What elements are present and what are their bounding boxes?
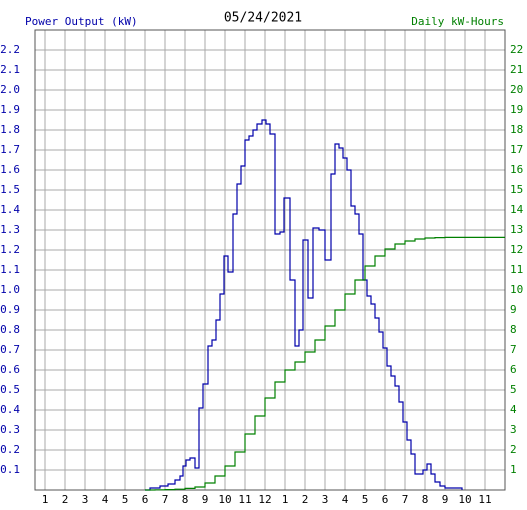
y2-tick-label: 9 <box>510 303 517 316</box>
series-line <box>145 119 463 491</box>
x-tick-label: 7 <box>162 493 169 506</box>
y2-tick-label: 3 <box>510 423 517 436</box>
x-tick-label: 5 <box>122 493 129 506</box>
x-tick-label: 6 <box>142 493 149 506</box>
x-tick-label: 8 <box>422 493 429 506</box>
x-tick-label: 2 <box>302 493 309 506</box>
x-tick-label: 8 <box>182 493 189 506</box>
series-line <box>145 236 505 491</box>
y2-tick-label: 2 <box>510 443 517 456</box>
y2-tick-label: 13 <box>510 223 523 236</box>
y-tick-label: 0.8 <box>0 323 20 336</box>
x-tick-label: 10 <box>218 493 231 506</box>
y2-tick-label: 19 <box>510 103 523 116</box>
y-tick-label: 2.2 <box>0 43 20 56</box>
y-tick-label: 0.3 <box>0 423 20 436</box>
y2-axis-label: Daily kW-Hours <box>411 15 504 28</box>
y-tick-label: 2.1 <box>0 63 20 76</box>
y-axis-label: Power Output (kW) <box>25 15 138 28</box>
x-tick-label: 3 <box>322 493 329 506</box>
y-tick-label: 1.9 <box>0 103 20 116</box>
chart-title: 05/24/2021 <box>224 11 302 26</box>
y2-tick-label: 20 <box>510 83 523 96</box>
x-tick-label: 9 <box>202 493 209 506</box>
x-tick-label: 5 <box>362 493 369 506</box>
y2-tick-label: 15 <box>510 183 523 196</box>
x-tick-label: 11 <box>238 493 251 506</box>
y2-tick-label: 18 <box>510 123 523 136</box>
x-tick-label: 4 <box>102 493 109 506</box>
y-tick-label: 0.4 <box>0 403 20 416</box>
y-tick-label: 1.5 <box>0 183 20 196</box>
y2-tick-label: 22 <box>510 43 523 56</box>
x-tick-label: 10 <box>458 493 471 506</box>
y2-tick-label: 21 <box>510 63 523 76</box>
y2-tick-label: 5 <box>510 383 517 396</box>
y-tick-label: 0.2 <box>0 443 20 456</box>
y-tick-label: 2.0 <box>0 83 20 96</box>
x-tick-label: 6 <box>382 493 389 506</box>
x-tick-label: 11 <box>478 493 491 506</box>
x-tick-label: 1 <box>282 493 289 506</box>
y-tick-label: 1.8 <box>0 123 20 136</box>
x-tick-label: 2 <box>62 493 69 506</box>
y2-tick-label: 11 <box>510 263 523 276</box>
y-tick-label: 0.5 <box>0 383 20 396</box>
x-tick-label: 3 <box>82 493 89 506</box>
y-tick-label: 1.0 <box>0 283 20 296</box>
y-tick-label: 1.1 <box>0 263 20 276</box>
x-tick-label: 12 <box>258 493 271 506</box>
y2-tick-label: 14 <box>510 203 524 216</box>
y2-tick-label: 6 <box>510 363 517 376</box>
plot-area <box>35 30 505 490</box>
x-tick-label: 9 <box>442 493 449 506</box>
y2-tick-label: 4 <box>510 403 517 416</box>
x-tick-label: 4 <box>342 493 349 506</box>
x-tick-label: 1 <box>42 493 49 506</box>
y2-tick-label: 16 <box>510 163 523 176</box>
y2-tick-label: 10 <box>510 283 523 296</box>
y2-tick-label: 8 <box>510 323 517 336</box>
y2-tick-label: 1 <box>510 463 517 476</box>
y2-tick-label: 7 <box>510 343 517 356</box>
x-tick-label: 7 <box>402 493 409 506</box>
y-tick-label: 0.1 <box>0 463 20 476</box>
y-tick-label: 1.3 <box>0 223 20 236</box>
y-tick-label: 1.6 <box>0 163 20 176</box>
y-tick-label: 0.6 <box>0 363 20 376</box>
y-tick-label: 0.7 <box>0 343 20 356</box>
y-tick-label: 1.4 <box>0 203 20 216</box>
y-tick-label: 0.9 <box>0 303 20 316</box>
y-tick-label: 1.2 <box>0 243 20 256</box>
y-tick-label: 1.7 <box>0 143 20 156</box>
y2-tick-label: 12 <box>510 243 523 256</box>
plot-border <box>34 29 506 491</box>
y2-tick-label: 17 <box>510 143 523 156</box>
